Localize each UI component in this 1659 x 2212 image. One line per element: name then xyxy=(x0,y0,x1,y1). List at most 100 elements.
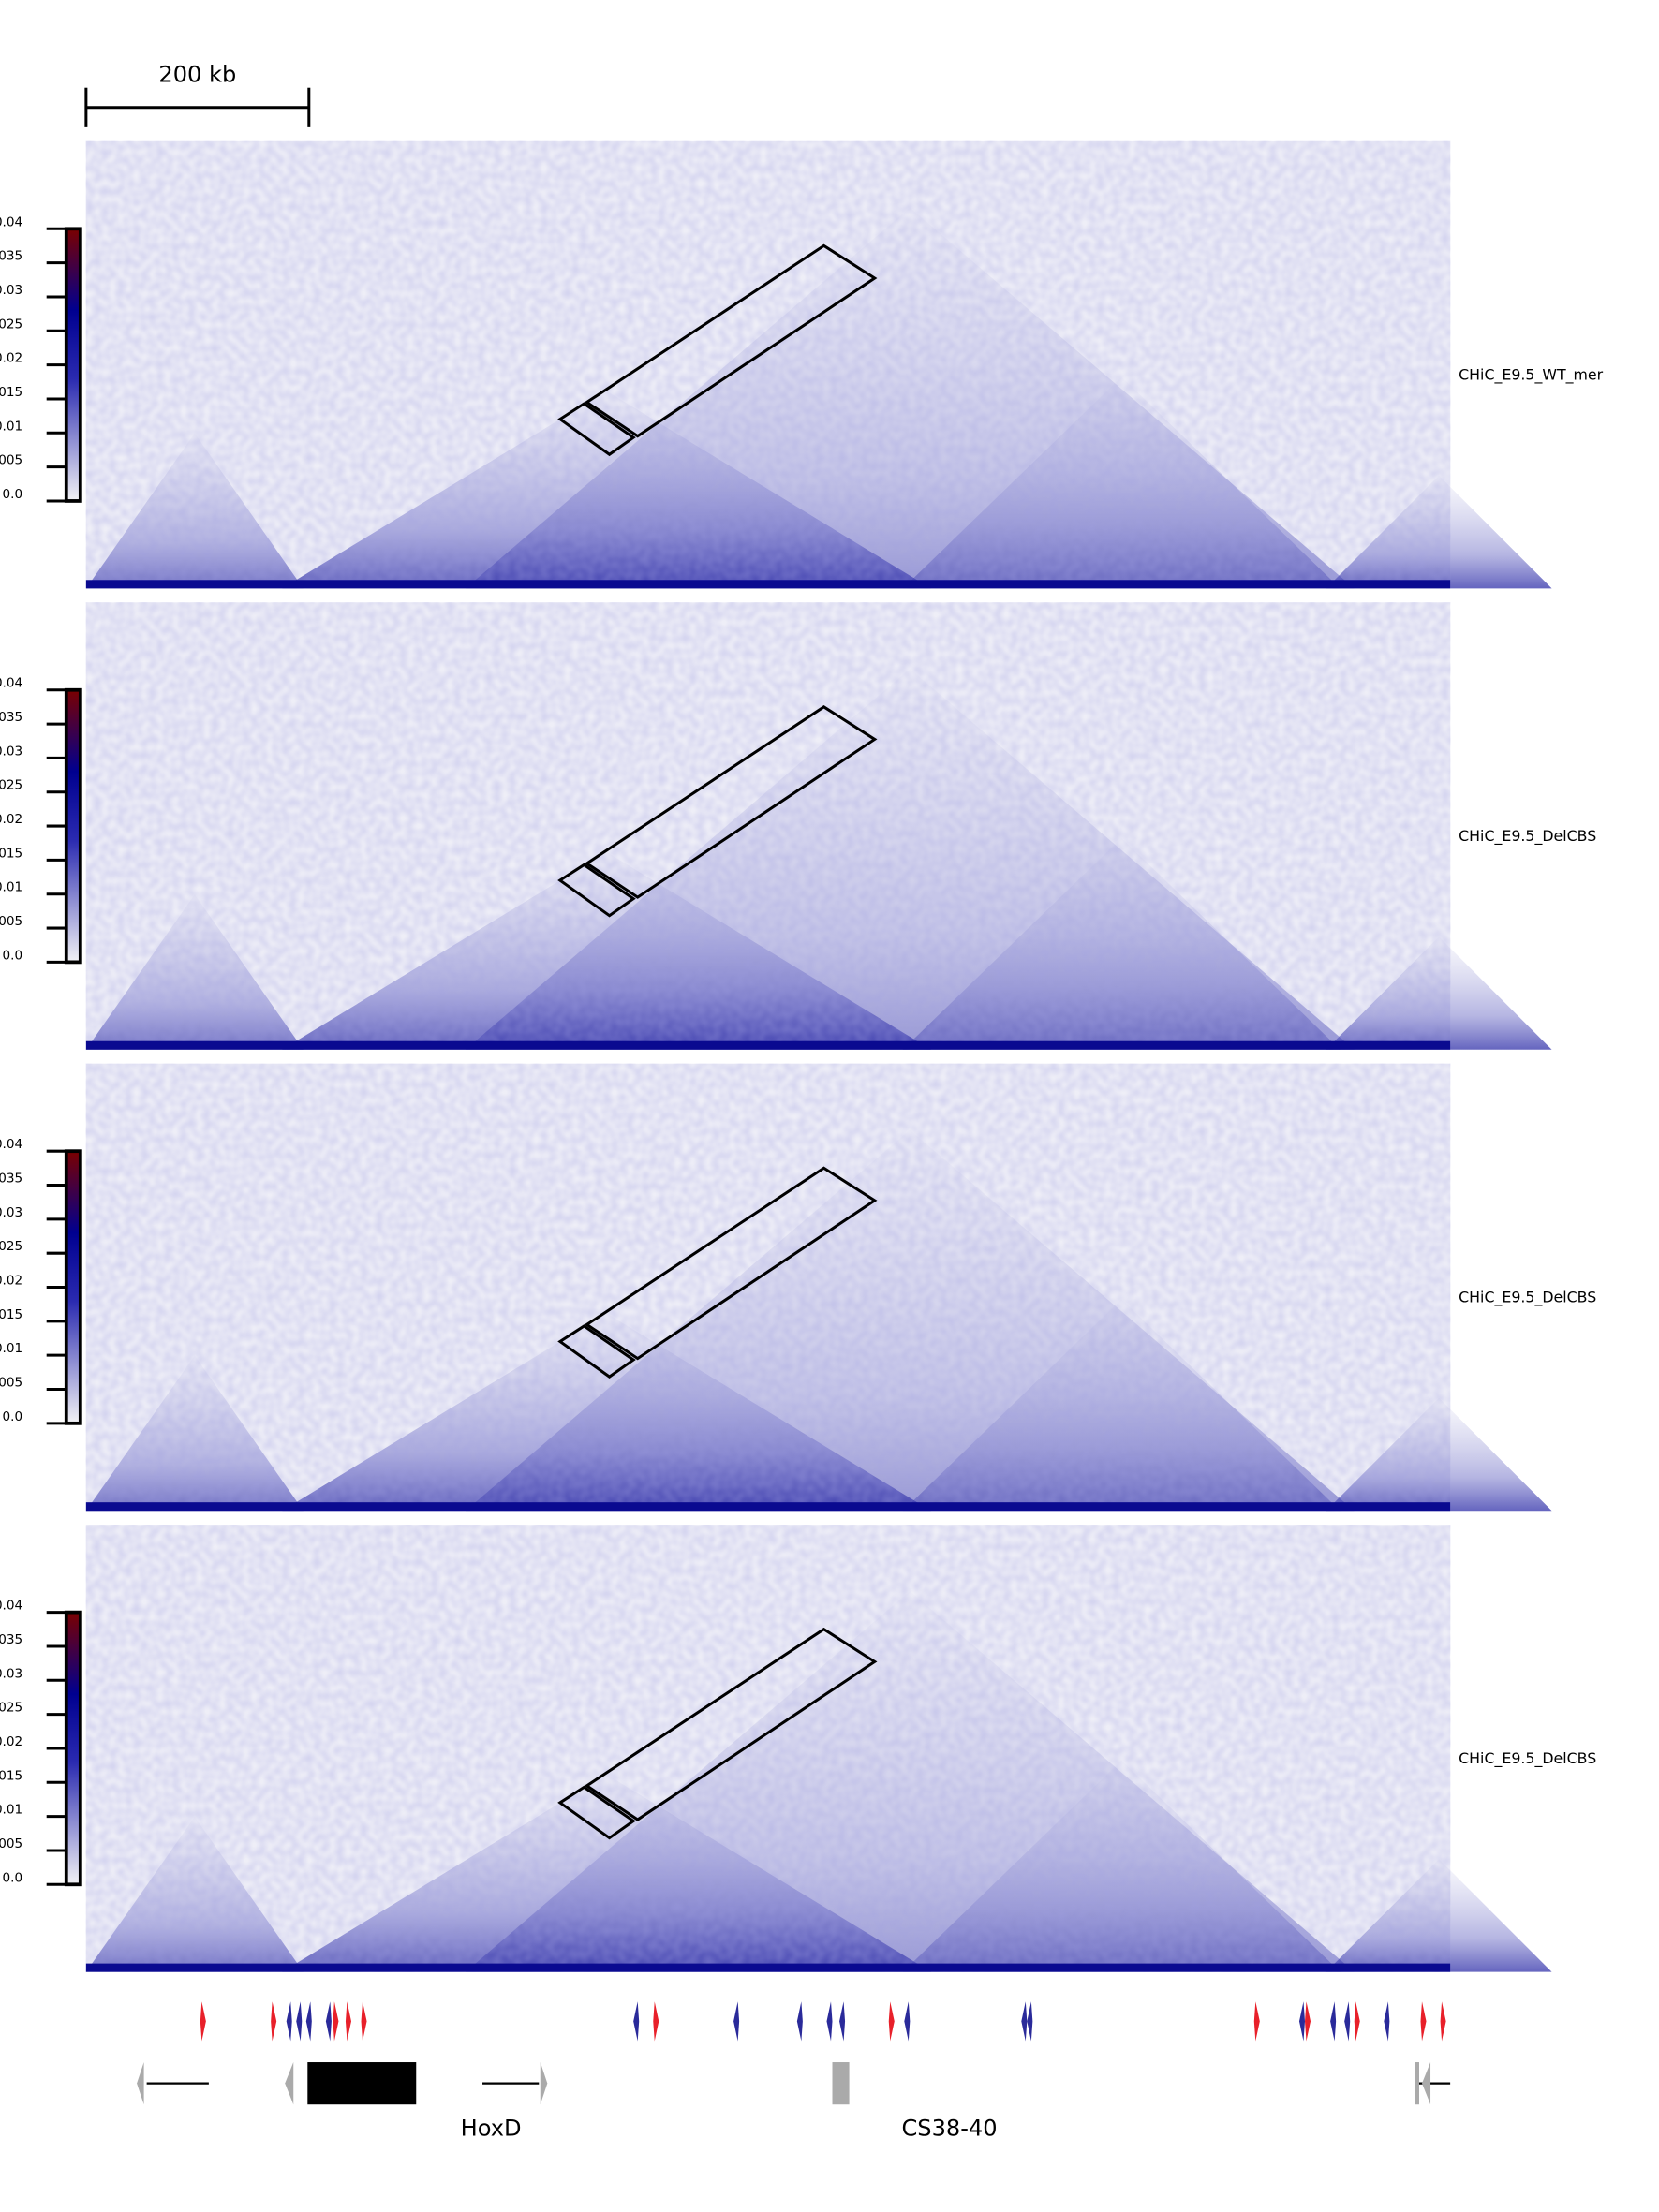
hic-panel: 0.0 0.005 0.01 0.015 0.02 0.025 0.03 0.035 0.04 C… xyxy=(0,140,1604,589)
region-box xyxy=(557,402,636,457)
colorbar-tick-label: 0.04 xyxy=(0,214,22,229)
ctcf-site xyxy=(1305,2001,1311,2042)
colorbar-tick-label: 0.0 xyxy=(3,487,23,502)
colorbar-tick-label: 0.04 xyxy=(0,1599,22,1614)
colorbar-tick-label: 0.03 xyxy=(0,1666,22,1681)
ctcf-site xyxy=(653,2001,659,2042)
colorbar xyxy=(64,1149,82,1425)
ctcf-site xyxy=(1027,2001,1033,2042)
ctcf-site xyxy=(1440,2001,1446,2042)
region-box xyxy=(584,1166,878,1361)
colorbar-tick-label: 0.04 xyxy=(0,676,22,691)
colorbar-tick-label: 0.035 xyxy=(0,1172,22,1187)
colorbar-tick-label: 0.025 xyxy=(0,317,22,332)
gene-label: CS38-40 xyxy=(901,2115,997,2141)
colorbar-tick-label: 0.01 xyxy=(0,1803,22,1818)
ctcf-site xyxy=(904,2001,911,2042)
colorbar-tick-label: 0.015 xyxy=(0,385,22,400)
ctcf-site xyxy=(361,2001,367,2042)
ctcf-site xyxy=(1354,2001,1360,2042)
region-box xyxy=(557,863,636,918)
track-name: CHiC_E9.5_WT_mer xyxy=(1459,365,1604,384)
ctcf-site xyxy=(296,2001,303,2042)
ctcf-site xyxy=(839,2001,846,2042)
ctcf-site xyxy=(796,2001,803,2042)
ctcf-site xyxy=(1384,2001,1390,2042)
ctcf-site xyxy=(345,2001,351,2042)
heatmap-noise xyxy=(85,1525,1451,1972)
region-box xyxy=(557,1324,636,1379)
diagonal xyxy=(85,580,1451,589)
track-name: CHiC_E9.5_DelCBS xyxy=(1459,827,1596,846)
colorbar xyxy=(64,227,82,503)
genes xyxy=(137,2062,1451,2105)
colorbar xyxy=(64,1610,82,1887)
hic-panel: 0.0 0.005 0.01 0.015 0.02 0.025 0.03 0.035 0.04 C… xyxy=(0,1525,1596,1972)
heatmap-noise xyxy=(85,1063,1451,1512)
region-box xyxy=(584,243,878,438)
ctcf-site xyxy=(1021,2001,1028,2042)
colorbar-tick-label: 0.01 xyxy=(0,419,22,434)
colorbar-tick-label: 0.02 xyxy=(0,812,22,827)
colorbar-tick-label: 0.005 xyxy=(0,914,22,929)
hic-panel: 0.0 0.005 0.01 0.015 0.02 0.025 0.03 0.035 0.04 C… xyxy=(0,1063,1596,1512)
diagonal xyxy=(85,1963,1451,1972)
scale-label: 200 kb xyxy=(158,62,236,88)
colorbar-tick-label: 0.005 xyxy=(0,1375,22,1390)
ctcf-site xyxy=(633,2001,640,2042)
ctcf-site xyxy=(305,2001,312,2042)
colorbar-tick-label: 0.02 xyxy=(0,1734,22,1749)
track-name: CHiC_E9.5_DelCBS xyxy=(1459,1749,1596,1768)
colorbar-tick-label: 0.005 xyxy=(0,453,22,468)
ctcf-site xyxy=(1298,2001,1306,2042)
ctcf-site xyxy=(286,2001,292,2042)
colorbar-tick-label: 0.025 xyxy=(0,778,22,793)
ctcf-site xyxy=(325,2001,332,2042)
colorbar xyxy=(64,687,82,965)
colorbar-tick-label: 0.04 xyxy=(0,1137,22,1152)
ctcf-site xyxy=(1330,2001,1337,2042)
ctcf-site xyxy=(888,2001,895,2042)
colorbar-tick-label: 0.03 xyxy=(0,283,22,298)
colorbar-tick-label: 0.0 xyxy=(3,948,23,963)
colorbar-tick-label: 0.015 xyxy=(0,1768,22,1783)
colorbar-tick-label: 0.015 xyxy=(0,1307,22,1322)
colorbar-tick-label: 0.03 xyxy=(0,1205,22,1220)
colorbar-tick-label: 0.01 xyxy=(0,1341,22,1356)
ctcf-site xyxy=(333,2001,339,2042)
colorbar-tick-label: 0.02 xyxy=(0,1274,22,1289)
colorbar-tick-label: 0.015 xyxy=(0,846,22,861)
region-box xyxy=(557,1785,636,1840)
colorbar-tick-label: 0.035 xyxy=(0,1632,22,1647)
ctcf-site xyxy=(271,2001,277,2042)
colorbar-tick-label: 0.02 xyxy=(0,351,22,366)
ctcf-site xyxy=(733,2001,740,2042)
ctcf-site xyxy=(200,2001,206,2042)
heatmap-noise xyxy=(85,140,1451,589)
diagonal xyxy=(85,1040,1451,1050)
ctcf-site xyxy=(1344,2001,1351,2042)
ctcf-site xyxy=(826,2001,833,2042)
colorbar-tick-label: 0.025 xyxy=(0,1239,22,1254)
colorbar-tick-label: 0.005 xyxy=(0,1836,22,1851)
hic-panel: 0.0 0.005 0.01 0.015 0.02 0.025 0.03 0.035 0.04 C… xyxy=(0,602,1596,1050)
diagonal xyxy=(85,1502,1451,1512)
ctcf-sites xyxy=(200,2001,1446,2042)
colorbar-tick-label: 0.0 xyxy=(3,1409,23,1424)
colorbar-tick-label: 0.0 xyxy=(3,1870,23,1885)
region-box xyxy=(584,1627,878,1821)
ctcf-site xyxy=(1420,2001,1427,2042)
gene-label: HoxD xyxy=(461,2115,522,2141)
ctcf-site xyxy=(1253,2001,1260,2042)
colorbar-tick-label: 0.035 xyxy=(0,249,22,264)
region-box xyxy=(584,705,878,899)
heatmap-noise xyxy=(85,602,1451,1050)
scale-bar xyxy=(84,87,311,127)
track-name: CHiC_E9.5_DelCBS xyxy=(1459,1288,1596,1306)
colorbar-tick-label: 0.025 xyxy=(0,1701,22,1716)
colorbar-tick-label: 0.035 xyxy=(0,710,22,725)
colorbar-tick-label: 0.01 xyxy=(0,880,22,895)
colorbar-tick-label: 0.03 xyxy=(0,744,22,759)
